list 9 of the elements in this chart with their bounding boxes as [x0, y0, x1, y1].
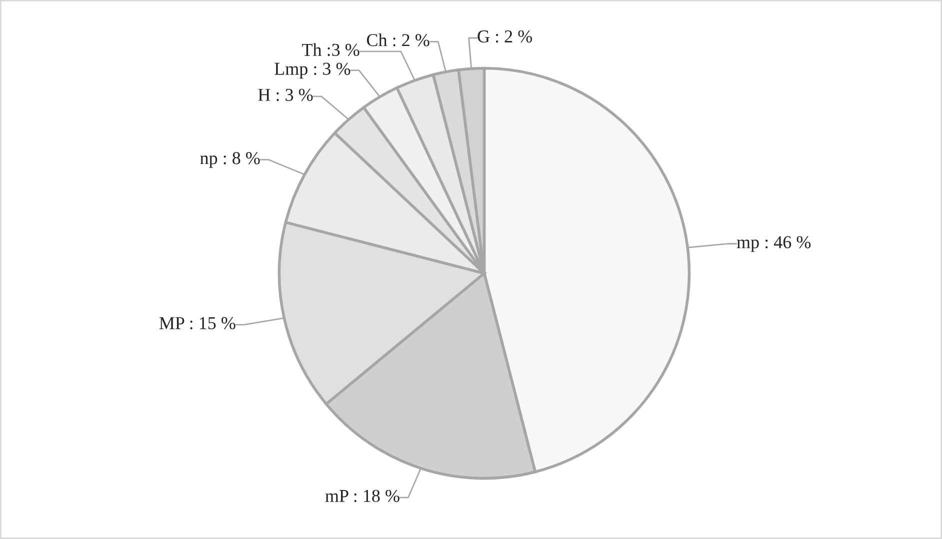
slice-label: mp : 46 % [736, 236, 811, 252]
slice-label: G : 2 % [478, 30, 532, 43]
slice-label: mP : 18 % [325, 490, 400, 502]
slice-label: np : 8 % [200, 152, 260, 168]
slice-label: H : 3 % [258, 88, 313, 102]
slice-label: MP : 15 % [159, 317, 236, 330]
slice-label: Ch : 2 % [366, 34, 430, 46]
slice-label: Lmp : 3 % [274, 62, 350, 79]
slice-label: Th :3 % [302, 43, 360, 56]
